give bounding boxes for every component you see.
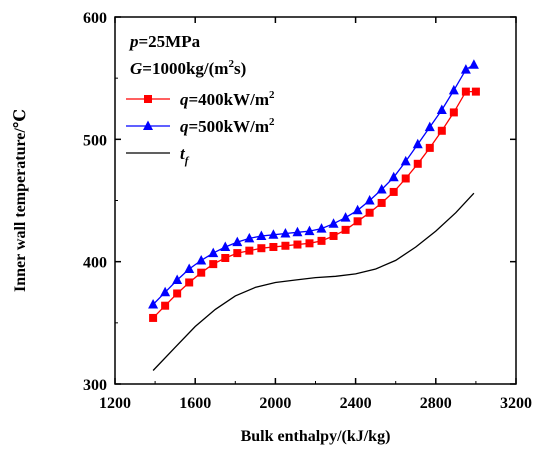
data-point <box>449 108 458 117</box>
legend-item: q=400kW/m2 <box>126 89 275 109</box>
data-point <box>305 239 314 248</box>
data-point <box>209 260 218 269</box>
data-point <box>425 143 434 152</box>
x-tick-label: 3200 <box>500 395 532 412</box>
data-point <box>281 241 290 250</box>
x-tick-label: 2000 <box>259 395 291 412</box>
series-1 <box>148 59 479 309</box>
data-point <box>280 228 291 238</box>
data-point <box>149 313 158 322</box>
data-point <box>460 64 471 74</box>
data-point <box>353 217 362 226</box>
legend-item: tf <box>126 144 190 167</box>
series-line <box>152 64 475 305</box>
data-point <box>317 236 326 245</box>
data-point <box>160 286 171 297</box>
data-point <box>352 204 363 215</box>
series-layer <box>148 59 480 371</box>
y-tick-label: 600 <box>83 10 107 27</box>
data-point <box>468 59 479 69</box>
y-tick-label: 300 <box>83 377 107 394</box>
data-point <box>389 187 398 196</box>
data-point <box>341 225 350 234</box>
data-point <box>173 289 182 298</box>
y-tick-label: 400 <box>83 255 107 272</box>
data-point <box>436 104 447 114</box>
data-point <box>161 301 170 310</box>
x-tick-label: 1200 <box>99 395 131 412</box>
data-point <box>437 126 446 135</box>
data-point <box>245 246 254 255</box>
data-point <box>461 87 470 96</box>
data-point <box>292 226 303 237</box>
data-point <box>232 236 243 247</box>
x-tick-label: 2800 <box>420 395 452 412</box>
series-line <box>152 90 476 319</box>
x-tick-label: 2400 <box>340 395 372 412</box>
x-axis-title: Bulk enthalpy/(kJ/kg) <box>241 428 391 445</box>
annotation-label: G=1000kg/(m2s) <box>130 58 246 78</box>
data-point <box>172 274 183 285</box>
legend-label: q=500kW/m2 <box>180 116 275 136</box>
data-point <box>365 208 374 217</box>
y-axis-title: Inner wall temperature/℃ <box>12 109 29 292</box>
data-point <box>401 174 410 183</box>
data-point <box>185 278 194 287</box>
data-point <box>197 268 206 277</box>
data-point <box>400 155 411 166</box>
series-2 <box>152 192 475 371</box>
data-point <box>233 249 242 258</box>
legend-label: q=400kW/m2 <box>180 89 275 109</box>
data-point <box>364 195 375 205</box>
data-point <box>257 244 266 253</box>
data-point <box>376 183 387 194</box>
legend-swatch-marker <box>144 95 152 103</box>
data-point <box>196 254 207 265</box>
data-point <box>208 247 219 258</box>
data-point <box>413 159 422 168</box>
series-line <box>152 192 475 371</box>
data-point <box>148 298 159 309</box>
data-point <box>256 230 267 240</box>
data-point <box>293 240 302 249</box>
legend-swatch-marker <box>143 120 153 130</box>
data-point <box>448 84 459 95</box>
data-point <box>377 198 386 207</box>
legend-item: q=500kW/m2 <box>126 116 275 136</box>
data-point <box>424 121 435 132</box>
data-point <box>328 218 339 228</box>
data-point <box>412 138 423 149</box>
legend-label: tf <box>180 144 190 167</box>
data-point <box>268 229 279 239</box>
data-point <box>244 232 255 243</box>
series-0 <box>149 87 480 322</box>
x-axis: 1200 1600 2000 2400 2800 3200 <box>99 17 532 412</box>
x-tick-label: 1600 <box>179 395 211 412</box>
data-point <box>316 223 327 233</box>
data-point <box>340 212 351 222</box>
y-tick-label: 500 <box>83 132 107 149</box>
data-point <box>388 171 399 182</box>
legend: p=25MPa G=1000kg/(m2s) q=400kW/m2 q=500kW/m… <box>126 32 275 167</box>
data-point <box>220 241 231 251</box>
annotation-label: p=25MPa <box>128 32 201 51</box>
data-point <box>269 242 278 251</box>
y-axis: 300 400 500 600 <box>83 10 516 394</box>
data-point <box>471 87 480 96</box>
data-point <box>304 225 315 236</box>
data-point <box>221 253 230 262</box>
data-point <box>329 231 338 240</box>
data-point <box>184 263 195 274</box>
